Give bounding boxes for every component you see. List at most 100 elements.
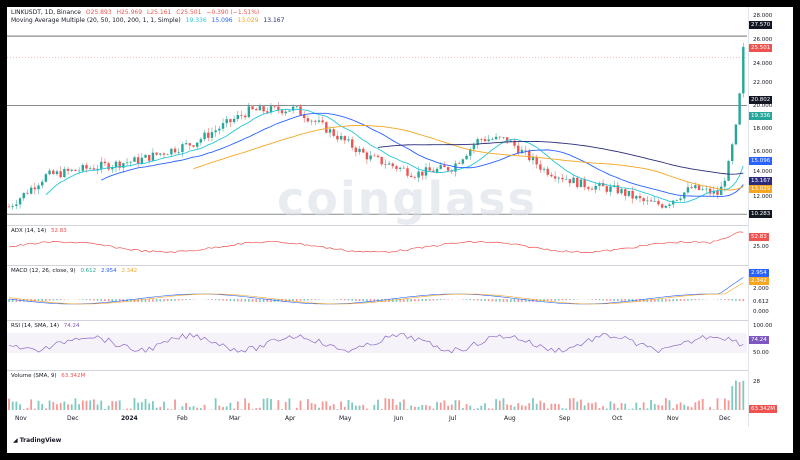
candle bbox=[247, 106, 251, 118]
candle bbox=[708, 188, 712, 194]
candle bbox=[184, 143, 188, 145]
candle bbox=[635, 196, 638, 199]
macd-histogram-bar bbox=[543, 299, 545, 302]
macd-histogram-bar bbox=[218, 299, 221, 301]
volume-bar bbox=[436, 402, 438, 410]
candle bbox=[646, 200, 649, 202]
candle bbox=[476, 139, 479, 145]
candle bbox=[723, 180, 727, 187]
candle bbox=[465, 155, 468, 160]
volume-bar bbox=[266, 398, 269, 410]
macd-histogram-bar bbox=[255, 299, 258, 302]
candle bbox=[103, 161, 107, 164]
macd-hist-tick: 0.612 bbox=[753, 299, 769, 305]
rsi-label[interactable]: RSI (14, SMA, 14) 74.24 bbox=[11, 323, 82, 329]
volume-bar bbox=[78, 404, 81, 410]
volume-bar bbox=[723, 398, 726, 410]
volume-bar bbox=[366, 408, 368, 410]
volume-bar bbox=[22, 409, 25, 410]
macd-histogram-bar bbox=[487, 299, 490, 302]
candle bbox=[314, 120, 317, 122]
macd-histogram-bar bbox=[550, 299, 553, 302]
symbol-title[interactable]: LINKUSDT, 1D, Binance bbox=[11, 9, 81, 16]
pane-separator[interactable] bbox=[7, 265, 749, 266]
macd-histogram-bar bbox=[366, 299, 368, 302]
macd-histogram-bar bbox=[288, 299, 291, 302]
price-tick: 12.000 bbox=[753, 194, 773, 200]
ma200-tag: 13.167 bbox=[749, 177, 773, 185]
volume-bar bbox=[137, 402, 140, 410]
ma100-value: 13.029 bbox=[237, 17, 259, 24]
volume-label[interactable]: Volume (SMA, 9) 63.342M bbox=[11, 373, 88, 379]
volume-bar bbox=[609, 401, 612, 410]
ma200-value: 13.167 bbox=[263, 17, 285, 24]
volume-bar bbox=[568, 398, 571, 410]
candle bbox=[284, 111, 287, 114]
macd-histogram-bar bbox=[395, 299, 398, 302]
ohlc-high: H25.969 bbox=[116, 9, 143, 16]
candle bbox=[52, 170, 55, 175]
pane-separator[interactable] bbox=[7, 320, 749, 321]
chart-window: coinglass LINKUSDT, 1D, Binance O25.893 … bbox=[7, 7, 793, 453]
macd-histogram-bar bbox=[362, 299, 365, 302]
ma-indicator-header[interactable]: Moving Average Multiple (20, 50, 100, 20… bbox=[11, 17, 287, 24]
macd-histogram-bar bbox=[277, 299, 280, 302]
price-axis[interactable]: 28.000 24.000 22.000 20.000 18.000 16.00… bbox=[748, 7, 793, 427]
volume-bar bbox=[115, 401, 117, 410]
candle bbox=[439, 165, 442, 169]
macd-histogram-bar bbox=[369, 299, 372, 302]
candle bbox=[505, 137, 509, 142]
macd-histogram-bar bbox=[107, 299, 110, 302]
candle bbox=[350, 139, 354, 148]
volume-bar bbox=[85, 400, 88, 410]
candle bbox=[181, 144, 184, 153]
macd-histogram-bar bbox=[225, 299, 228, 301]
volume-bar bbox=[384, 398, 387, 410]
volume-bar bbox=[557, 404, 560, 410]
chart-canvas[interactable] bbox=[7, 7, 793, 453]
macd-histogram-bar bbox=[436, 299, 438, 301]
macd-histogram-bar bbox=[498, 299, 501, 302]
macd-histogram-bar bbox=[303, 299, 305, 301]
volume-bar bbox=[259, 407, 261, 410]
ma-label: Moving Average Multiple (20, 50, 100, 20… bbox=[11, 17, 181, 24]
candle bbox=[469, 149, 472, 156]
price-tag: 27.570 bbox=[749, 21, 773, 29]
candle bbox=[550, 174, 553, 177]
volume-bar bbox=[735, 380, 737, 410]
volume-bar bbox=[129, 408, 132, 410]
volume-bar bbox=[461, 408, 464, 410]
volume-bar bbox=[738, 382, 741, 410]
macd-label[interactable]: MACD (12, 26, close, 9) 0.612 2.954 2.34… bbox=[11, 268, 140, 274]
volume-bar bbox=[314, 404, 317, 410]
pane-separator[interactable] bbox=[7, 370, 749, 371]
volume-bar bbox=[358, 405, 361, 410]
macd-histogram-bar bbox=[506, 299, 508, 302]
volume-bar bbox=[628, 409, 630, 410]
candle bbox=[225, 119, 228, 124]
macd-histogram-bar bbox=[347, 299, 350, 301]
x-label: Feb bbox=[177, 415, 188, 422]
macd-histogram-bar bbox=[37, 299, 40, 302]
volume-bar bbox=[255, 408, 258, 410]
macd-histogram-bar bbox=[524, 299, 527, 302]
candle bbox=[170, 148, 173, 155]
macd-histogram-bar bbox=[561, 299, 564, 301]
adx-label[interactable]: ADX (14, 14) 52.83 bbox=[11, 228, 70, 234]
candle bbox=[395, 166, 398, 169]
macd-histogram-bar bbox=[428, 299, 431, 301]
volume-bar bbox=[484, 403, 486, 410]
candle bbox=[483, 139, 487, 142]
macd-histogram-bar bbox=[473, 299, 475, 301]
macd-histogram-bar bbox=[244, 299, 246, 302]
volume-bar bbox=[388, 398, 390, 410]
pane-separator[interactable] bbox=[7, 225, 749, 226]
volume-bar bbox=[343, 406, 346, 410]
candle bbox=[240, 114, 243, 116]
macd-histogram-bar bbox=[421, 299, 424, 302]
volume-bar bbox=[672, 408, 675, 410]
macd-tag: 2.954 bbox=[749, 269, 769, 277]
candle bbox=[140, 157, 144, 164]
macd-histogram-bar bbox=[417, 299, 420, 302]
volume-bar bbox=[52, 402, 55, 410]
